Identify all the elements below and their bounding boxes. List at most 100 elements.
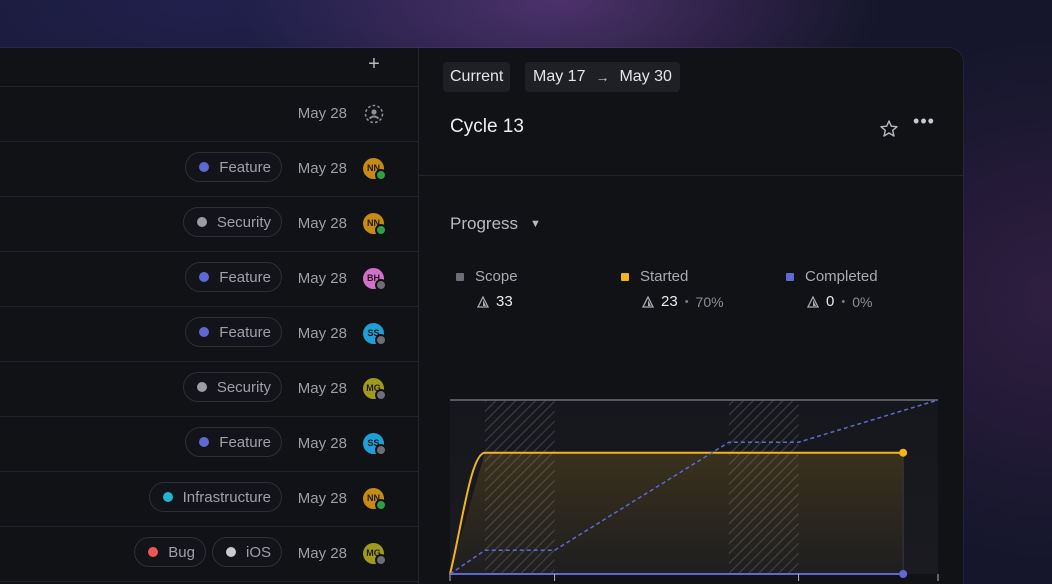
label-chip[interactable]: Feature [185,262,282,292]
label-chip[interactable]: Security [182,372,282,402]
presence-status-icon [375,279,387,291]
app-window: + May 28 Feature May 28 NN Security May 28 NN F… [0,48,963,584]
label-chips: Security [182,207,282,239]
label-chip[interactable]: Infrastructure [148,482,282,512]
label-name: Feature [219,323,271,341]
due-date: May 28 [297,160,347,177]
cycle-date-range[interactable]: May 17 → May 30 [525,62,680,92]
label-chip[interactable]: Feature [185,317,282,347]
issue-row[interactable]: Feature May 28 SS [0,416,418,472]
due-date: May 28 [297,380,347,397]
assignee-avatar[interactable]: NN [363,158,387,181]
issue-row[interactable]: Feature May 28 SS [0,306,418,362]
label-chip[interactable]: Security [182,207,282,237]
label-dot-icon [199,272,210,282]
label-dot-icon [199,437,210,447]
arrow-right-icon: → [595,69,610,85]
assignee-avatar[interactable]: SS [363,433,387,456]
range-start-date: May 17 [533,68,586,85]
assignee-avatar[interactable]: NN [363,213,387,236]
label-chips: Feature [185,262,282,294]
due-date: May 28 [297,490,347,507]
started-label: Started [640,268,689,285]
issue-row[interactable]: Security May 28 NN [0,196,418,252]
completed-percent: 0% [852,293,873,310]
avatar-initials: NN [367,218,380,228]
label-chips: Infrastructure [148,482,282,514]
assignee-avatar[interactable]: MG [363,378,387,401]
presence-status-icon [375,224,387,236]
label-name: Security [216,213,271,231]
target-series-line [449,399,939,575]
due-date: May 28 [297,215,347,232]
divider [419,175,963,176]
label-name: iOS [245,543,271,561]
started-legend-icon [621,272,629,281]
assignee-avatar[interactable]: NN [363,488,387,511]
label-name: Security [216,378,271,396]
scope-legend-icon [456,272,464,281]
started-area [450,452,904,574]
completed-legend-icon [786,272,794,281]
presence-status-icon [375,499,387,511]
due-date: May 28 [297,270,347,287]
progress-dropdown[interactable]: Progress ▼ [450,214,541,234]
label-chip[interactable]: Feature [185,427,282,457]
started-value: 23 [661,293,678,310]
completed-label: Completed [805,268,878,285]
presence-status-icon [375,334,387,346]
completed-value: 0 [826,293,835,310]
scope-value: 33 [496,293,513,310]
label-chips: Feature [185,427,282,459]
caret-down-icon: ▼ [530,218,541,230]
issue-row[interactable]: May 28 [0,86,418,142]
avatar-initials: MG [366,548,381,558]
label-chips: Feature [185,152,282,184]
current-cycle-tag[interactable]: Current [443,62,511,92]
assignee-avatar[interactable]: BH [363,268,387,291]
progress-label: Progress [450,214,519,233]
avatar-initials: NN [367,163,380,173]
range-end-date: May 30 [619,68,672,85]
started-end-point [899,448,908,457]
add-issue-button[interactable]: + [368,53,380,75]
label-dot-icon [196,382,207,392]
label-chip[interactable]: Bug [134,537,206,567]
presence-status-icon [375,554,387,566]
cycle-title: Cycle 13 [450,116,524,137]
cycle-panel: Current May 17 → May 30 Cycle 13 ••• Pro… [419,48,963,584]
label-chips: Security [182,372,282,404]
avatar-initials: MG [366,383,381,393]
label-dot-icon [225,547,236,557]
star-icon[interactable] [879,119,899,139]
issue-row[interactable]: Bug iOS May 28 MG [0,526,418,582]
separator-dot: • [684,295,689,308]
issue-row[interactable]: Security May 28 MG [0,361,418,417]
unassigned-user-icon[interactable] [363,103,385,125]
issue-row[interactable]: Infrastructure May 28 NN [0,471,418,527]
more-options-icon[interactable]: ••• [913,111,935,131]
completed-stat: Completed 0 • 0% [786,268,878,310]
started-percent: 70% [695,293,724,310]
presence-status-icon [375,444,387,456]
due-date: May 28 [297,105,347,122]
label-dot-icon [196,217,207,227]
label-name: Bug [168,543,195,561]
due-date: May 28 [297,435,347,452]
label-dot-icon [199,162,210,172]
label-name: Feature [219,268,271,286]
label-chip[interactable]: Feature [185,152,282,182]
label-chip[interactable]: iOS [211,537,282,567]
label-chips: Feature [185,317,282,349]
issue-row[interactable]: Feature May 28 NN [0,141,418,197]
burnup-chart: May 17May 20May 27May 31 [449,399,939,581]
label-chips: Bug iOS [134,537,282,569]
started-stat: Started 23 • 70% [621,268,724,310]
issue-row[interactable]: Feature May 28 BH [0,251,418,307]
separator-dot: • [841,295,846,308]
assignee-avatar[interactable]: SS [363,323,387,346]
assignee-avatar[interactable]: MG [363,543,387,566]
label-dot-icon [162,492,173,502]
issue-list-header: + [0,48,418,87]
scope-label: Scope [475,268,518,285]
